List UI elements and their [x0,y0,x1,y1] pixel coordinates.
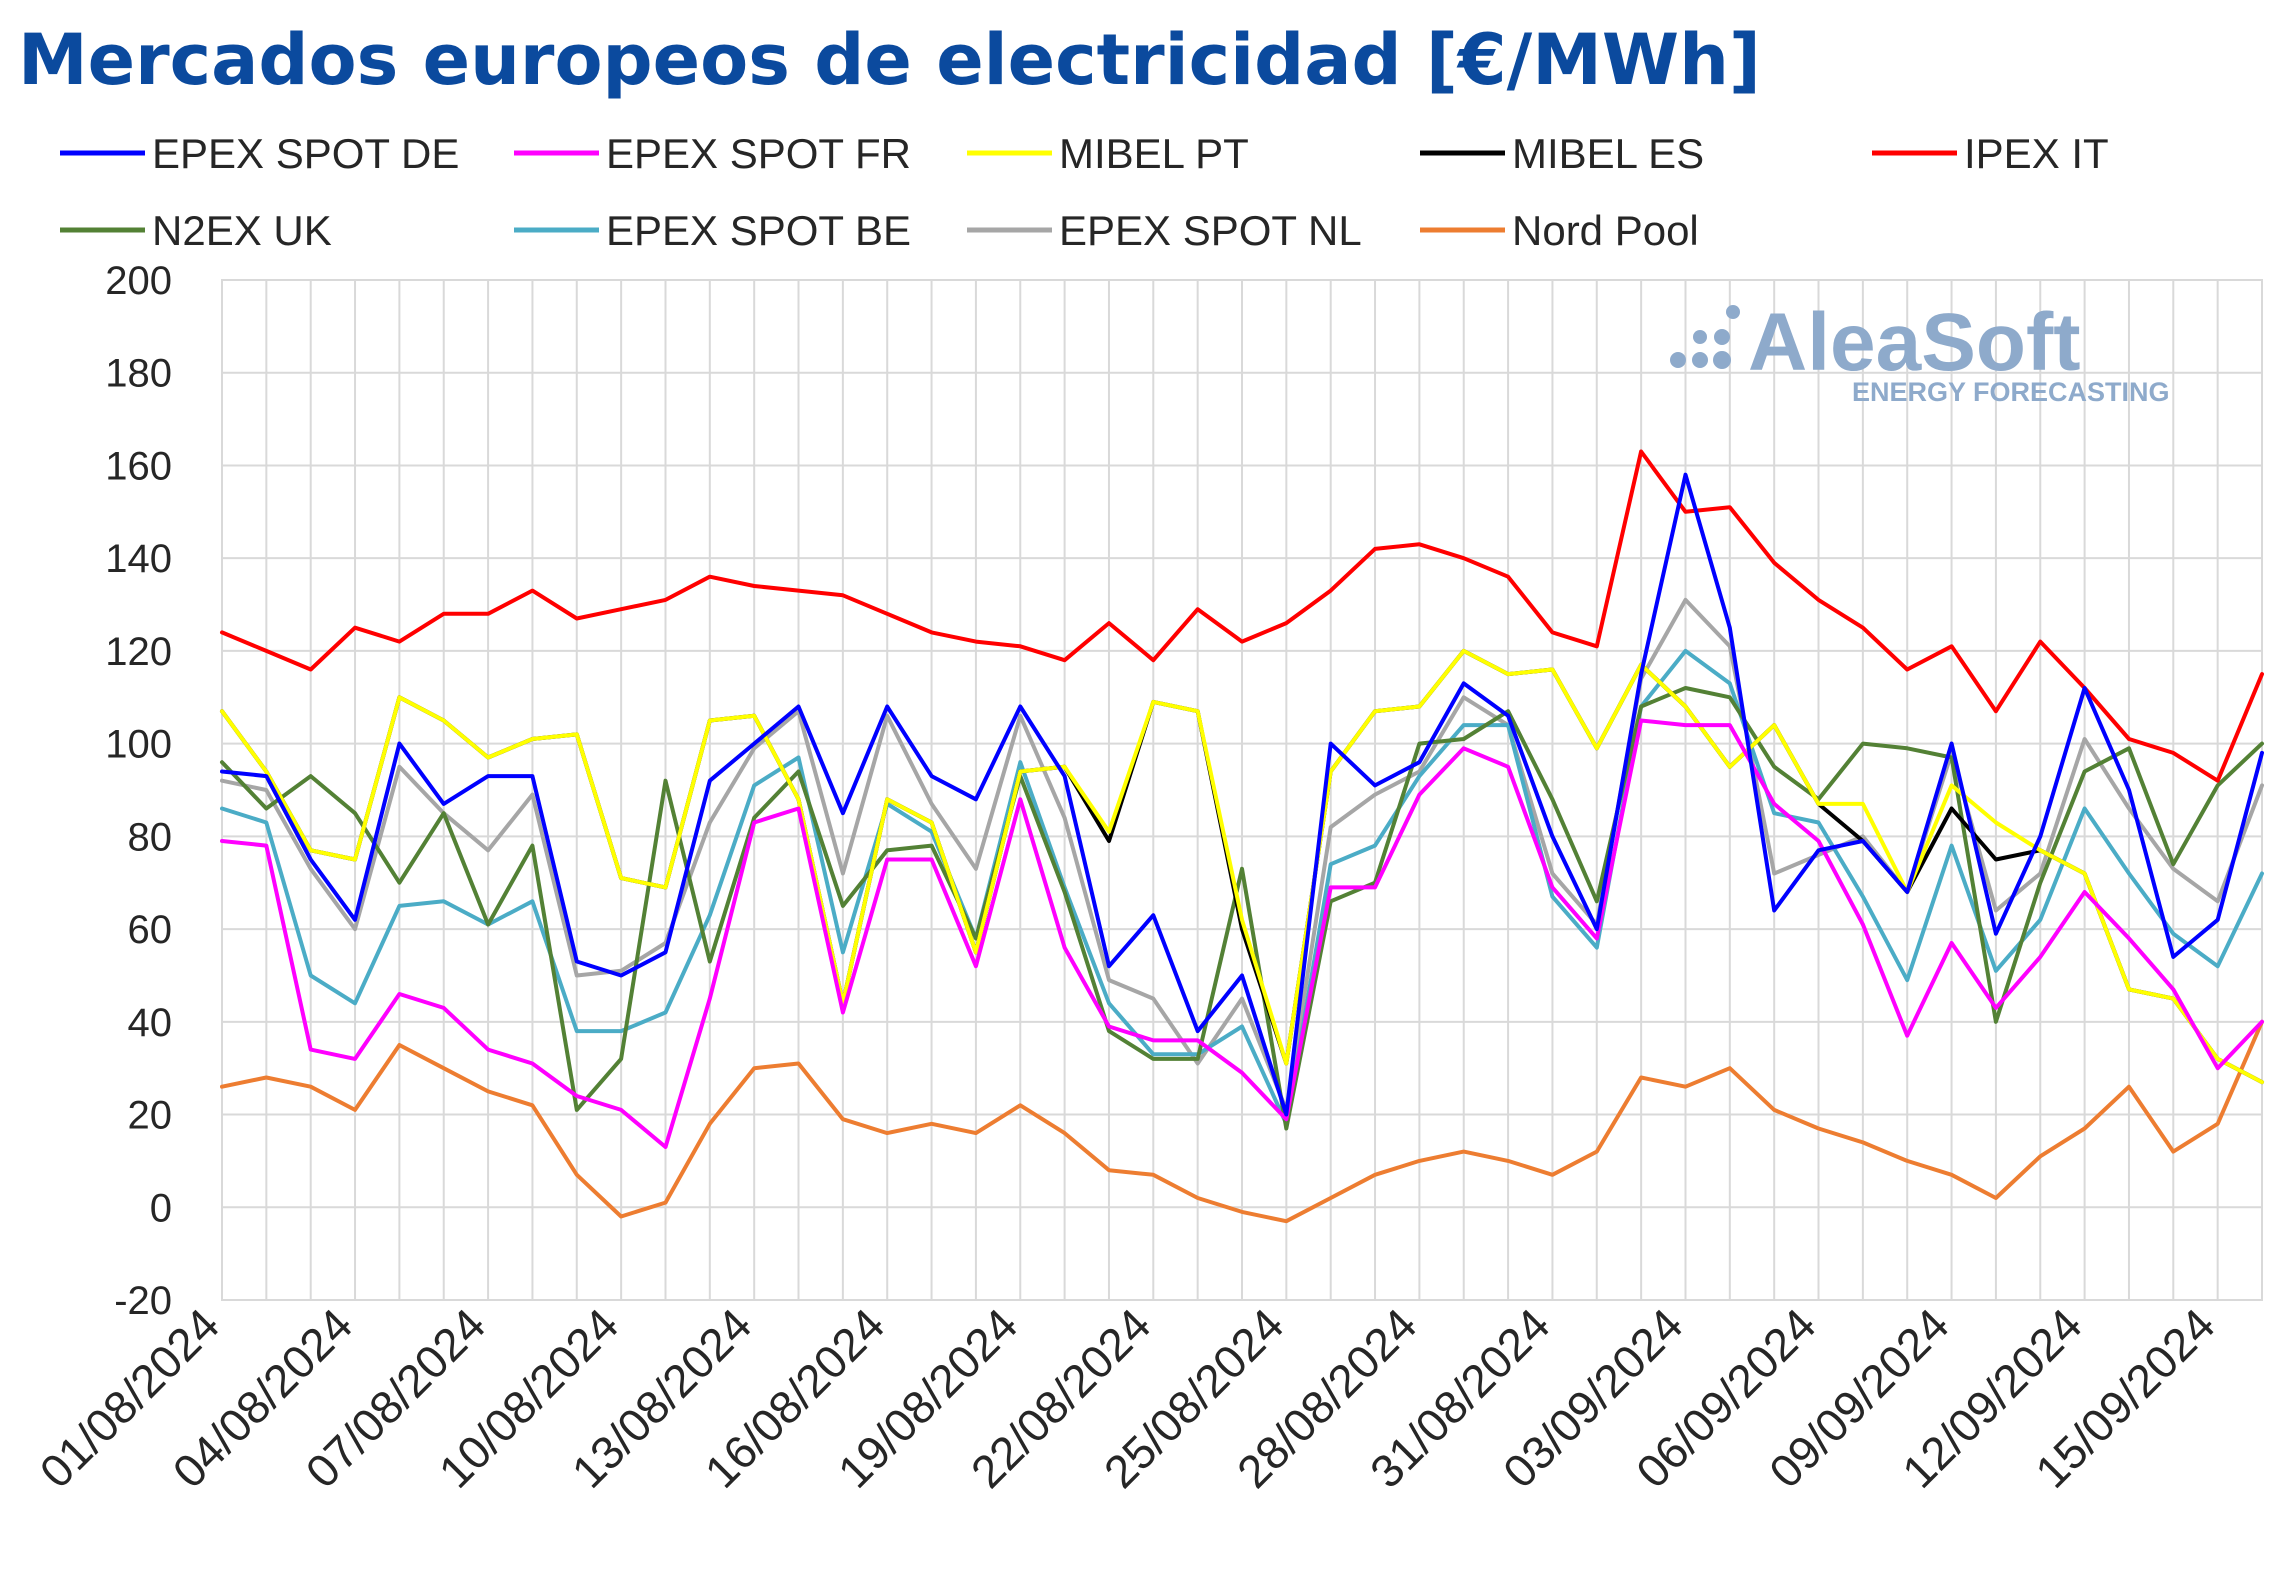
logo-dot [1692,352,1708,368]
series-line-n2ex-uk [220,686,2264,1131]
y-tick-label: 60 [128,908,173,952]
legend-label: IPEX IT [1964,130,2109,177]
y-tick-label: 0 [150,1186,172,1230]
legend-label: N2EX UK [152,207,332,254]
x-axis-ticks: 01/08/202404/08/202407/08/202410/08/2024… [30,1298,2225,1498]
watermark-brand: AleaSoft [1748,297,2081,388]
logo-dot [1670,352,1686,368]
legend-item-epex-spot-be: EPEX SPOT BE [514,207,911,254]
logo-dot [1714,329,1730,345]
y-tick-label: 200 [105,259,172,303]
legend-item-ipex-it: IPEX IT [1872,130,2109,177]
logo-dot [1713,351,1731,369]
y-tick-label: 140 [105,537,172,581]
aleasoft-watermark: AleaSoft ENERGY FORECASTING [1670,297,2170,407]
y-tick-label: 40 [128,1001,173,1045]
logo-dot [1726,305,1740,319]
legend-label: EPEX SPOT DE [152,130,459,177]
series-line-epex-spot-fr [220,718,2264,1149]
legend: EPEX SPOT DE EPEX SPOT FR MIBEL PT MIBEL ES… [60,130,2109,254]
legend-label: EPEX SPOT BE [606,207,911,254]
y-tick-label: -20 [114,1279,172,1323]
legend-label: Nord Pool [1512,207,1699,254]
series-line-epex-spot-de [220,472,2264,1117]
y-tick-label: 20 [128,1094,173,1138]
y-tick-label: 160 [105,444,172,488]
legend-label: EPEX SPOT FR [606,130,911,177]
series-line-epex-spot-be [220,648,2264,1126]
legend-item-epex-spot-de: EPEX SPOT DE [60,130,459,177]
legend-label: EPEX SPOT NL [1059,207,1362,254]
series-line-ipex-it [220,449,2264,783]
chart-title: Mercados europeos de electricidad [€/MWh… [18,19,1761,101]
y-tick-label: 80 [128,815,173,859]
legend-item-nord-pool: Nord Pool [1420,207,1699,254]
y-axis-ticks: -20 0 20 40 60 80 100 120 140 160 180 200 [105,259,172,1323]
y-tick-label: 100 [105,723,172,767]
legend-label: MIBEL ES [1512,130,1704,177]
watermark-tagline: ENERGY FORECASTING [1852,377,2170,407]
legend-label: MIBEL PT [1059,130,1249,177]
series-lines [220,449,2264,1224]
legend-item-epex-spot-fr: EPEX SPOT FR [514,130,911,177]
y-tick-label: 180 [105,352,172,396]
y-tick-label: 120 [105,630,172,674]
logo-dot [1693,330,1707,344]
legend-item-epex-spot-nl: EPEX SPOT NL [967,207,1362,254]
series-line-nord-pool [220,1019,2264,1224]
legend-item-mibel-pt: MIBEL PT [967,130,1249,177]
legend-item-n2ex-uk: N2EX UK [60,207,332,254]
legend-item-mibel-es: MIBEL ES [1420,130,1704,177]
series-line-mibel-pt [220,648,2264,1085]
aleasoft-logo-icon [1670,305,1740,369]
